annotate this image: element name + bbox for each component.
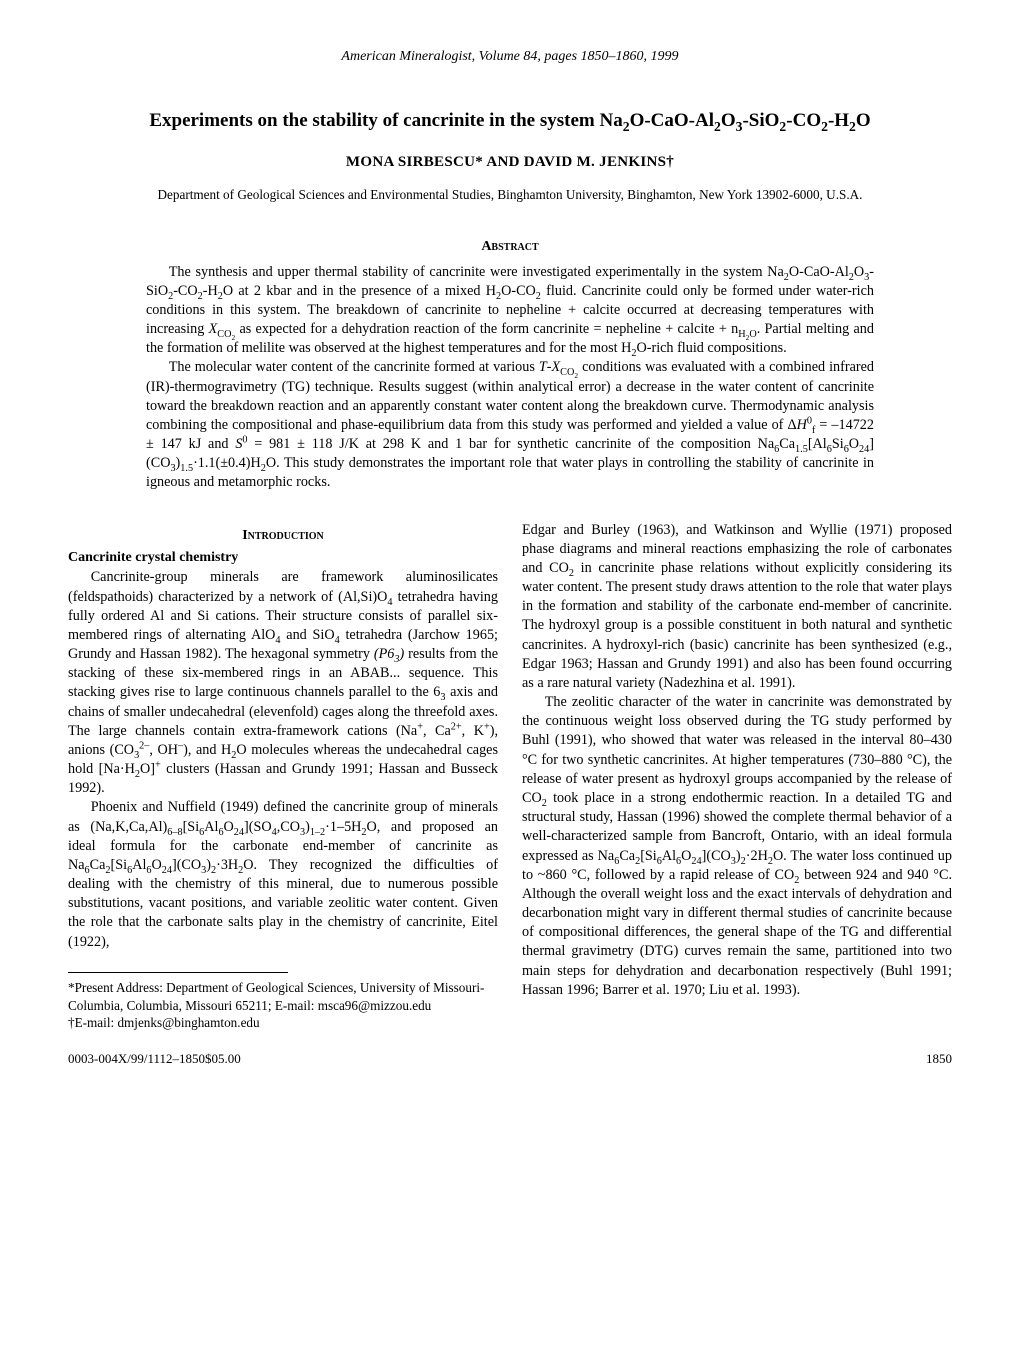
abstract-block: The synthesis and upper thermal stabilit… — [146, 263, 874, 493]
article-title: Experiments on the stability of cancrini… — [68, 109, 952, 134]
subsection-heading: Cancrinite crystal chemistry — [68, 549, 498, 568]
journal-header: American Mineralogist, Volume 84, pages … — [68, 48, 952, 67]
abstract-paragraph: The molecular water content of the cancr… — [146, 358, 874, 492]
footnote-rule — [68, 972, 288, 973]
body-paragraph: Cancrinite-group minerals are framework … — [68, 568, 498, 798]
section-heading-introduction: Introduction — [68, 527, 498, 546]
footer-issn: 0003-004X/99/1112–1850$05.00 — [68, 1050, 241, 1068]
footnote-line: *Present Address: Department of Geologic… — [68, 979, 498, 1015]
body-paragraph: Edgar and Burley (1963), and Watkinson a… — [522, 521, 952, 694]
page-footer: 0003-004X/99/1112–1850$05.00 1850 — [68, 1050, 952, 1068]
footer-page-number: 1850 — [926, 1050, 952, 1068]
footnote-line: †E-mail: dmjenks@binghamton.edu — [68, 1014, 498, 1032]
body-paragraph: The zeolitic character of the water in c… — [522, 693, 952, 1000]
body-paragraph: Phoenix and Nuffield (1949) defined the … — [68, 798, 498, 951]
abstract-paragraph: The synthesis and upper thermal stabilit… — [146, 263, 874, 359]
authors-line: MONA SIRBESCU* AND DAVID M. JENKINS† — [68, 152, 952, 172]
body-columns: Introduction Cancrinite crystal chemistr… — [68, 521, 952, 1033]
abstract-heading: Abstract — [68, 238, 952, 257]
affiliation-line: Department of Geological Sciences and En… — [68, 186, 952, 204]
footnotes-block: *Present Address: Department of Geologic… — [68, 979, 498, 1032]
